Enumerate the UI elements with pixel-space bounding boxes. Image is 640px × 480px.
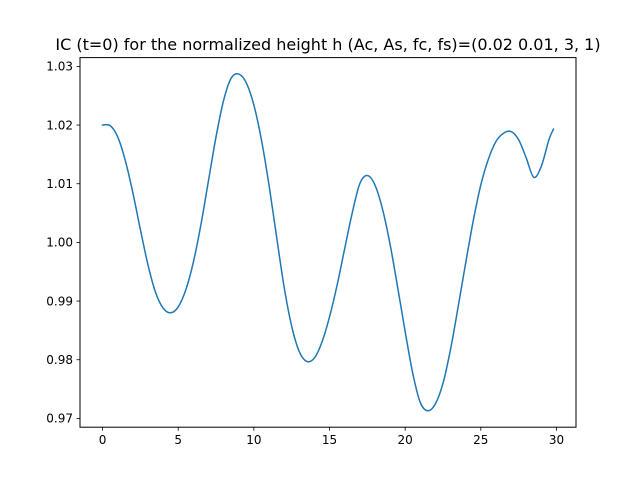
x-tick-label: 0	[99, 433, 107, 447]
x-axis: 0 5 10 15 20 25 30	[99, 427, 564, 447]
series-layer	[101, 72, 555, 412]
y-tick-label: 1.03	[46, 60, 73, 74]
x-tick-label: 5	[174, 433, 182, 447]
x-tick-label: 10	[246, 433, 261, 447]
y-tick-label: 1.00	[46, 236, 73, 250]
series-line	[101, 72, 555, 412]
y-tick-label: 1.02	[46, 118, 73, 132]
x-tick-label: 15	[322, 433, 337, 447]
y-tick-label: 0.97	[46, 412, 73, 426]
x-tick-label: 20	[398, 433, 413, 447]
y-tick-label: 0.98	[46, 353, 73, 367]
y-axis: 0.97 0.98 0.99 1.00 1.01 1.02 1.03	[46, 60, 80, 426]
x-tick-label: 25	[473, 433, 488, 447]
x-tick-label: 30	[549, 433, 564, 447]
chart-title: IC (t=0) for the normalized height h (Ac…	[55, 35, 600, 54]
y-tick-label: 0.99	[46, 294, 73, 308]
y-tick-label: 1.01	[46, 177, 73, 191]
